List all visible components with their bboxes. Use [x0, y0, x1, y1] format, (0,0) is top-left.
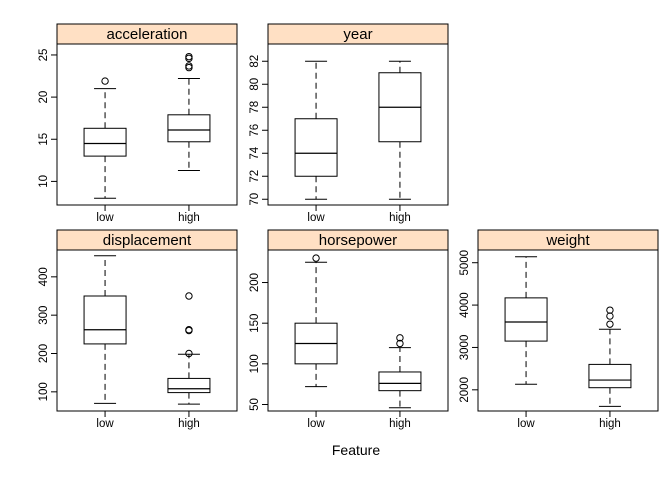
x-tick-label-displacement-high: high — [178, 418, 200, 430]
box-acceleration-low — [83, 127, 127, 157]
y-tick-label-horsepower: 50 — [249, 398, 261, 411]
outlier-point-displacement-high — [185, 349, 193, 358]
plot-frame-displacement — [56, 249, 238, 412]
panel-title-acceleration: acceleration — [107, 26, 188, 43]
outlier-point-horsepower-low — [312, 254, 320, 262]
y-tick-label-year: 72 — [249, 170, 261, 183]
outlier-point-displacement-high — [185, 292, 193, 300]
x-tick-label-year-low: low — [307, 212, 325, 224]
box-weight-high — [588, 363, 632, 389]
x-tick-label-weight-low: low — [517, 418, 535, 430]
x-tick-label-weight-high: high — [599, 418, 621, 430]
y-tick-label-year: 80 — [249, 78, 261, 91]
y-tick-label-displacement: 300 — [38, 306, 50, 325]
box-acceleration-high — [167, 114, 211, 143]
y-tick-label-acceleration: 15 — [38, 133, 50, 146]
outlier-point-weight-high — [606, 306, 614, 314]
y-tick-label-year: 70 — [249, 193, 261, 206]
box-weight-low — [504, 297, 548, 342]
x-tick-label-horsepower-low: low — [307, 418, 325, 430]
x-tick-label-horsepower-high: high — [389, 418, 411, 430]
x-tick-label-displacement-low: low — [96, 418, 114, 430]
outlier-point-acceleration-low — [101, 77, 109, 85]
x-tick-label-acceleration-high: high — [178, 212, 200, 224]
y-tick-label-displacement: 100 — [38, 382, 50, 401]
y-tick-label-horsepower: 200 — [249, 273, 261, 292]
y-tick-label-year: 74 — [249, 146, 261, 159]
box-horsepower-high — [378, 371, 422, 392]
y-tick-label-acceleration: 10 — [38, 175, 50, 188]
panel-title-displacement: displacement — [103, 232, 192, 249]
panel-title-weight: weight — [545, 232, 590, 249]
outlier-point-acceleration-high — [185, 52, 193, 61]
panel-title-year: year — [343, 26, 372, 43]
plot-frame-weight — [477, 249, 659, 412]
y-tick-label-year: 82 — [249, 55, 261, 68]
outlier-point-displacement-high — [185, 326, 193, 334]
outlier-point-weight-high — [606, 320, 614, 328]
plot-frame-acceleration — [56, 43, 238, 206]
y-tick-label-horsepower: 100 — [249, 354, 261, 373]
box-year-low — [294, 118, 338, 177]
x-tick-label-acceleration-low: low — [96, 212, 114, 224]
x-tick-label-year-high: high — [389, 212, 411, 224]
box-displacement-low — [83, 295, 127, 345]
outlier-point-acceleration-high — [185, 62, 193, 70]
panel-title-horsepower: horsepower — [319, 232, 397, 249]
y-tick-label-year: 78 — [249, 101, 261, 114]
plot-frame-year — [267, 43, 449, 206]
plot-frame-horsepower — [267, 249, 449, 412]
y-tick-label-displacement: 400 — [38, 267, 50, 286]
y-tick-label-weight: 4000 — [459, 292, 471, 318]
outlier-point-horsepower-high — [396, 339, 404, 348]
y-tick-label-horsepower: 150 — [249, 314, 261, 333]
x-axis-title: Feature — [332, 442, 380, 458]
y-tick-label-year: 76 — [249, 124, 261, 137]
outlier-point-horsepower-high — [396, 334, 404, 342]
y-tick-label-weight: 3000 — [459, 335, 471, 361]
y-tick-label-displacement: 200 — [38, 344, 50, 363]
y-tick-label-acceleration: 20 — [38, 91, 50, 104]
box-displacement-high — [167, 377, 211, 394]
y-tick-label-weight: 2000 — [459, 377, 471, 403]
y-tick-label-weight: 5000 — [459, 250, 471, 276]
y-tick-label-acceleration: 25 — [38, 49, 50, 62]
